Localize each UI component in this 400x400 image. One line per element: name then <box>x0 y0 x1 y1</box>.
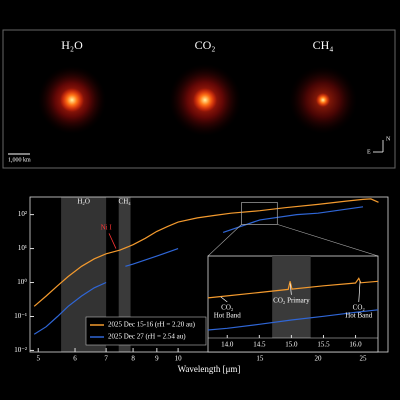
annotation: Hot Band <box>214 312 242 320</box>
x-tick-label: 8 <box>131 355 135 363</box>
series-line <box>207 277 379 299</box>
zoom-box <box>241 202 278 225</box>
scale-label: 1,000 km <box>8 157 31 163</box>
x-tick-label: 5 <box>36 355 40 363</box>
y-tick-label: 10² <box>18 210 27 218</box>
annotation: CO₂ <box>221 304 234 312</box>
main-chart: H₂O CH₄ 5 6 7 8 9 10 15 20 25 10⁻² 10⁻¹ 10⁰ 10¹ 10² Wave… <box>14 196 389 374</box>
annotation-arrow <box>220 296 228 303</box>
y-tick-label: 10⁰ <box>17 278 27 286</box>
series-line <box>207 309 379 331</box>
x-tick-label: 20 <box>314 355 322 363</box>
legend: 2025 Dec 15-16 (rH = 2.20 au) 2025 Dec 27… <box>85 316 207 346</box>
h2o-core <box>60 88 84 112</box>
series-line <box>33 198 379 307</box>
x-tick-label: 7 <box>104 355 108 363</box>
x-tick-label: 14.0 <box>221 341 234 349</box>
x-axis-label: Wavelength [μm] <box>178 364 241 374</box>
x-tick-label: 9 <box>155 355 159 363</box>
legend-box <box>85 316 207 346</box>
band-label: H₂O <box>77 198 90 206</box>
y-tick-label: 10⁻¹ <box>14 312 27 320</box>
zoom-line <box>207 224 242 257</box>
compass-n: N <box>386 136 391 142</box>
legend-label: 2025 Dec 27 (rH = 2.54 au) <box>108 333 186 341</box>
co2-core <box>193 88 217 112</box>
ch4-core <box>316 93 330 107</box>
y-tick-label: 10⁻² <box>14 346 27 354</box>
image-label: CO₂ <box>195 38 216 52</box>
compass <box>373 140 384 153</box>
band <box>272 256 311 338</box>
annotation-arrow <box>108 233 117 249</box>
x-tick-label: 15.5 <box>317 341 330 349</box>
x-tick-label: 6 <box>73 355 77 363</box>
x-tick-label: 16.0 <box>349 341 362 349</box>
annotation: Ni I <box>101 224 113 232</box>
image-label: H₂O <box>61 38 83 52</box>
x-tick-label: 25 <box>359 355 367 363</box>
x-tick-label: 14.5 <box>253 341 266 349</box>
annotation: CO₂ <box>353 304 366 312</box>
image-label: CH₄ <box>313 38 334 52</box>
x-tick-label: 15 <box>256 355 264 363</box>
annotation: CO₂ Primary <box>273 296 310 304</box>
annotation-arrow <box>358 281 361 303</box>
legend-label: 2025 Dec 15-16 (rH = 2.20 au) <box>108 321 196 329</box>
x-tick-label: 10 <box>175 355 183 363</box>
annotation-arrow <box>289 283 292 295</box>
x-tick-label: 15.0 <box>285 341 298 349</box>
images <box>38 64 357 136</box>
compass-e: E <box>367 149 371 155</box>
y-tick-label: 10¹ <box>18 244 27 252</box>
annotation: Hot Band <box>345 312 373 320</box>
band-label: CH₄ <box>119 198 132 206</box>
zoom-line <box>277 224 379 257</box>
band <box>118 197 131 352</box>
